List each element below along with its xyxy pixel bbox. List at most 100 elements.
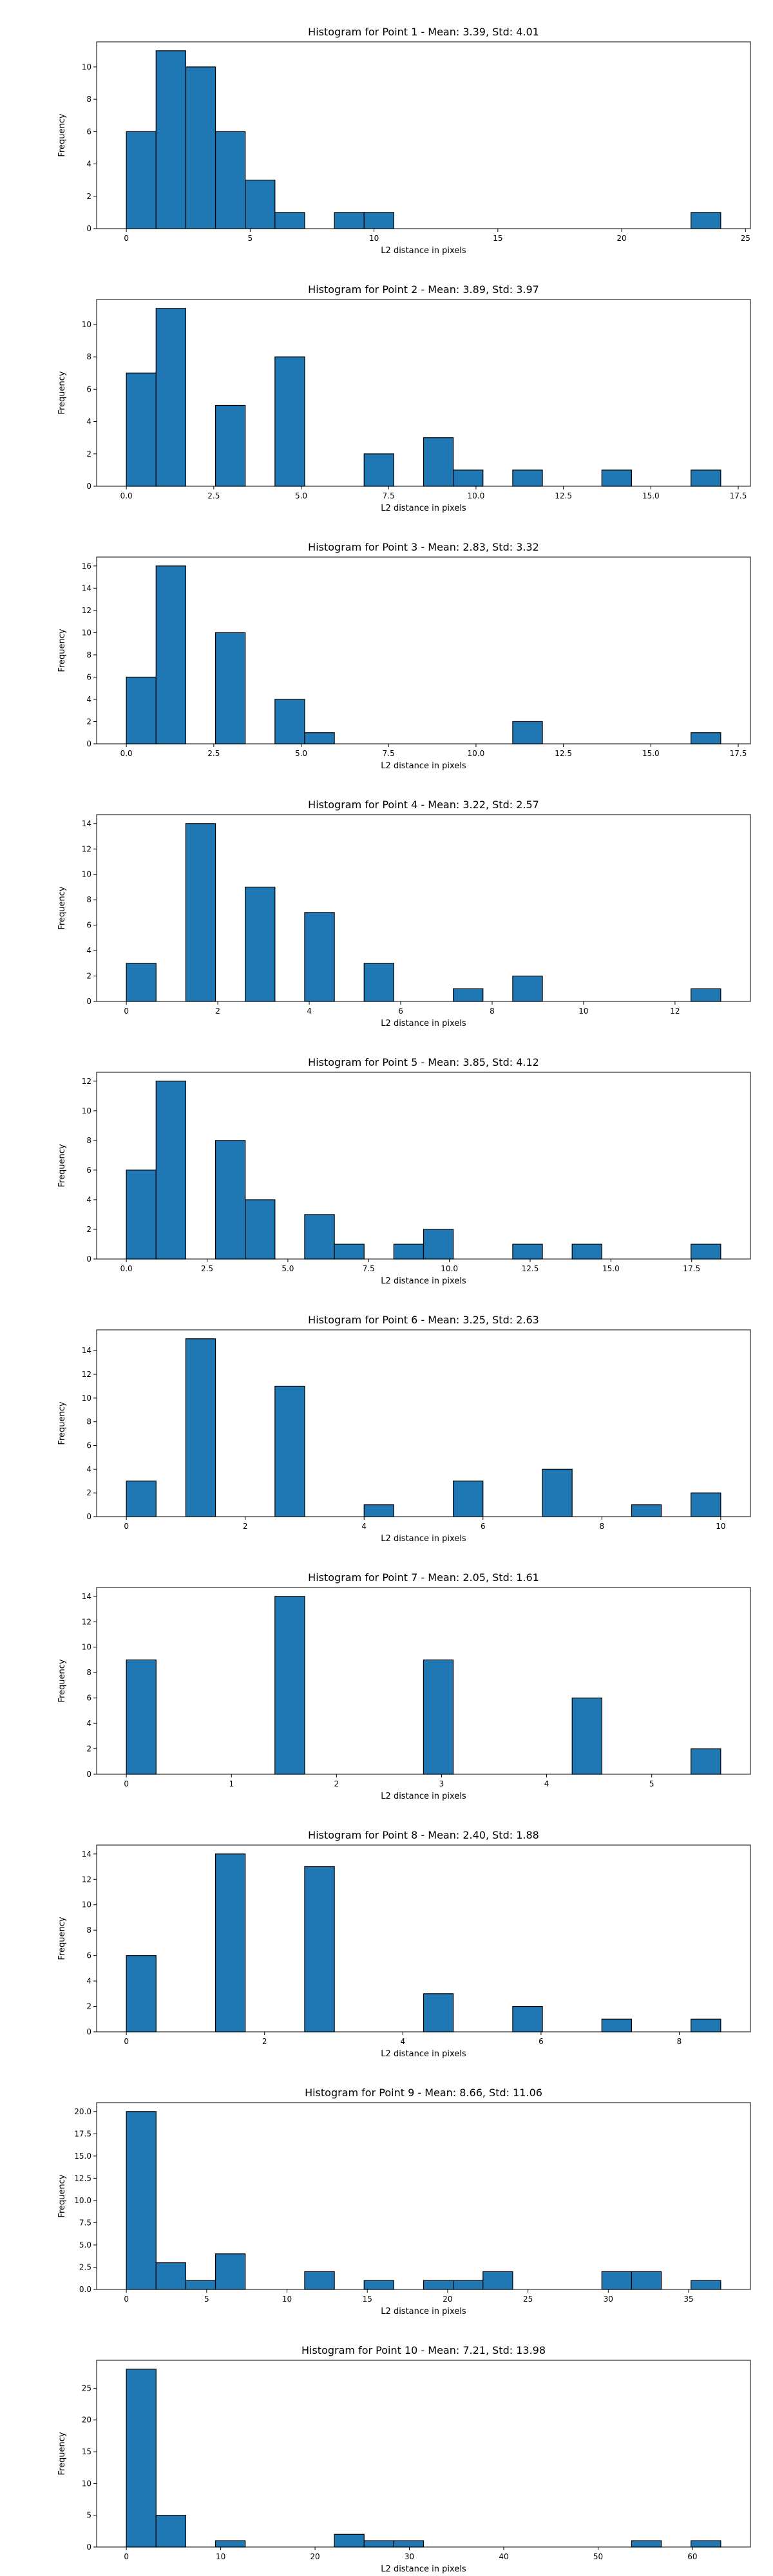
y-tick-label: 14 (82, 583, 91, 592)
y-tick-label: 2 (86, 972, 91, 981)
chart-panel: Histogram for Point 6 - Mean: 3.25, Std:… (57, 1314, 751, 1544)
y-tick-label: 4 (86, 695, 91, 704)
histogram-bar (542, 1468, 573, 1517)
histogram-bar (423, 1229, 454, 1260)
histogram-bar (334, 1244, 365, 1260)
histogram-bar (245, 180, 276, 229)
histogram-bar (126, 1955, 157, 2032)
x-tick-label: 12.5 (555, 491, 572, 500)
histogram-bar (215, 1853, 246, 2032)
histogram-bar (512, 2005, 543, 2032)
axes-frame (96, 2360, 751, 2548)
x-tick-label: 2 (243, 1522, 248, 1531)
x-tick-label: 30 (405, 2552, 414, 2561)
axes-frame (96, 299, 751, 487)
y-tick-label: 6 (86, 921, 91, 930)
y-axis-label: Frequency (57, 1659, 67, 1702)
chart-panel: Histogram for Point 8 - Mean: 2.40, Std:… (57, 1829, 751, 2059)
chart-title: Histogram for Point 3 - Mean: 2.83, Std:… (308, 541, 539, 553)
y-tick-label: 0 (86, 739, 91, 748)
x-axis-label: L2 distance in pixels (381, 1534, 466, 1544)
chart-panel: Histogram for Point 9 - Mean: 8.66, Std:… (57, 2087, 751, 2316)
y-tick-label: 0 (86, 1770, 91, 1779)
y-tick-label: 10 (82, 62, 91, 71)
x-tick-label: 0 (124, 1522, 129, 1531)
y-tick-label: 5 (86, 2511, 91, 2520)
x-tick-label: 5.0 (282, 1264, 294, 1273)
y-tick-label: 4 (86, 1976, 91, 1985)
x-tick-label: 7.5 (383, 491, 395, 500)
y-tick-label: 14 (82, 819, 91, 828)
x-tick-label: 2 (262, 2037, 267, 2046)
x-tick-label: 20 (616, 234, 626, 243)
histogram-bar (304, 732, 335, 744)
chart-title: Histogram for Point 8 - Mean: 2.40, Std:… (308, 1829, 539, 1841)
histogram-bar (304, 1214, 335, 1260)
histogram-bar (631, 1504, 662, 1517)
y-tick-label: 10 (82, 1394, 91, 1403)
histogram-bar (691, 732, 721, 744)
x-tick-label: 15.0 (642, 491, 660, 500)
x-tick-label: 0 (124, 2295, 129, 2304)
x-tick-label: 5.0 (295, 491, 307, 500)
x-tick-label: 5.0 (295, 749, 307, 758)
y-tick-label: 10 (82, 2479, 91, 2488)
chart-panel: Histogram for Point 3 - Mean: 2.83, Std:… (57, 541, 751, 771)
x-axis-label: L2 distance in pixels (381, 2307, 466, 2316)
axes-frame (96, 1587, 751, 1775)
x-tick-label: 10.0 (468, 491, 485, 500)
axes-frame (96, 556, 751, 744)
x-axis-label: L2 distance in pixels (381, 246, 466, 256)
y-tick-label: 6 (86, 672, 91, 681)
x-tick-label: 15 (363, 2295, 372, 2304)
x-tick-label: 50 (593, 2552, 603, 2561)
histogram-bar (423, 1993, 454, 2032)
x-tick-label: 6 (398, 1007, 403, 1016)
x-tick-label: 8 (599, 1522, 604, 1531)
histogram-bar (601, 2018, 633, 2032)
y-tick-label: 12 (82, 844, 91, 853)
x-tick-label: 17.5 (730, 491, 747, 500)
x-tick-label: 0 (124, 2552, 129, 2561)
y-tick-label: 4 (86, 1719, 91, 1728)
y-axis-label: Frequency (57, 1401, 67, 1444)
y-tick-label: 2 (86, 1488, 91, 1497)
x-tick-label: 20 (310, 2552, 320, 2561)
y-tick-label: 4 (86, 160, 91, 169)
y-tick-label: 6 (86, 1441, 91, 1450)
axes-frame (96, 814, 751, 1002)
histogram-bar (453, 2280, 484, 2290)
x-tick-label: 40 (499, 2552, 508, 2561)
histogram-bar (274, 1385, 305, 1517)
x-tick-label: 5 (204, 2295, 209, 2304)
x-tick-label: 10 (716, 1522, 725, 1531)
x-tick-label: 2.5 (207, 491, 220, 500)
x-tick-label: 0.0 (120, 1264, 133, 1273)
y-tick-label: 0 (86, 482, 91, 491)
y-axis-label: Frequency (57, 113, 67, 156)
x-axis-label: L2 distance in pixels (381, 2564, 466, 2574)
histogram-bar (126, 676, 157, 744)
y-axis-label: Frequency (57, 1917, 67, 1960)
x-tick-label: 17.5 (730, 749, 747, 758)
y-axis-label: Frequency (57, 1144, 67, 1187)
histogram-bar (691, 2540, 721, 2548)
histogram-bar (215, 404, 246, 487)
y-tick-label: 15.0 (74, 2152, 91, 2161)
chart-panel: Histogram for Point 4 - Mean: 3.22, Std:… (57, 799, 751, 1028)
y-tick-label: 0 (86, 2027, 91, 2036)
axes-frame (96, 1844, 751, 2032)
histogram-bar (691, 469, 721, 487)
x-tick-label: 15.0 (642, 749, 660, 758)
y-tick-label: 0 (86, 2543, 91, 2552)
y-tick-label: 4 (86, 1195, 91, 1204)
x-axis-label: L2 distance in pixels (381, 1792, 466, 1801)
y-tick-label: 8 (86, 352, 91, 361)
x-tick-label: 8 (677, 2037, 682, 2046)
histogram-bar (304, 1866, 335, 2032)
y-tick-label: 2 (86, 1745, 91, 1754)
x-tick-label: 0 (124, 234, 129, 243)
x-tick-label: 4 (307, 1007, 312, 1016)
histogram-bar (363, 2280, 394, 2290)
y-tick-label: 17.5 (74, 2129, 91, 2138)
